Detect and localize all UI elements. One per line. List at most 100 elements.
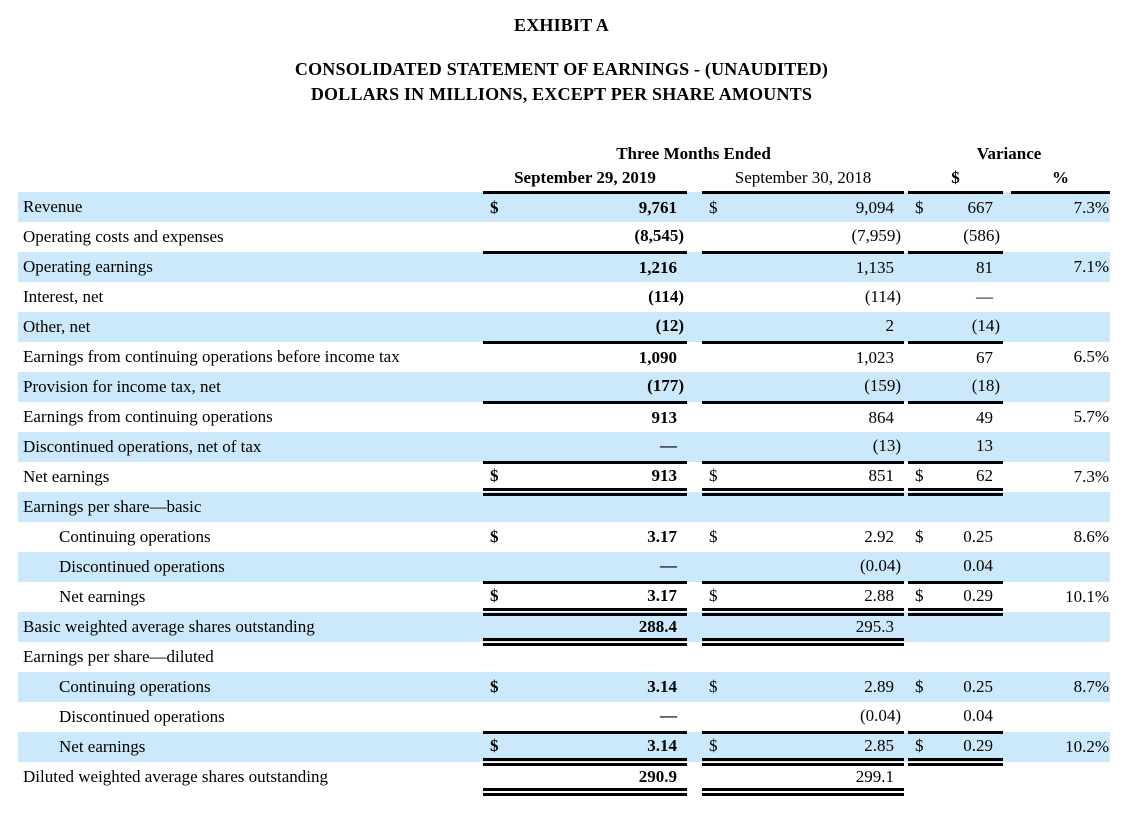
- value-2018: 2: [702, 312, 905, 344]
- value-variance-dollar: $0.25: [908, 672, 1004, 702]
- value-2019: —: [483, 552, 687, 584]
- dollar-sign: $: [915, 465, 924, 485]
- value-2018: $2.85: [702, 732, 905, 766]
- row-label: Continuing operations: [59, 527, 211, 546]
- value-2018: [702, 492, 905, 522]
- cell-value: 9,761: [638, 197, 677, 217]
- row-label: Operating earnings: [18, 252, 483, 282]
- table-row: Continuing operations $3.14 $2.89 $0.25 8.7%: [18, 672, 1111, 702]
- value-2018: (0.04): [702, 552, 905, 584]
- dollar-sign: $: [915, 527, 924, 546]
- column-gap: [1003, 312, 1012, 342]
- cell-value: (12): [655, 316, 684, 336]
- value-variance-percent: 8.6%: [1073, 527, 1110, 546]
- value-variance-dollar: $667: [908, 192, 1004, 222]
- table-row: Basic weighted average shares outstandin…: [18, 612, 1111, 646]
- column-gap: [1003, 372, 1012, 402]
- column-gap: [904, 372, 909, 402]
- cell-value: (159): [864, 376, 902, 396]
- column-header-variance-dollar: $: [908, 166, 1004, 194]
- column-gap: [1003, 462, 1011, 492]
- value-2018: 295.3: [702, 612, 905, 646]
- table-body: Revenue $9,761 $9,094 $667 7.3% Operating cos…: [18, 192, 1111, 796]
- value-2018: 1,135: [702, 252, 905, 282]
- column-gap: [1003, 672, 1012, 702]
- table-row: Earnings per share—basic: [18, 492, 1111, 522]
- column-gap: [687, 282, 702, 312]
- dollar-sign: $: [915, 585, 924, 605]
- value-2019: 288.4: [483, 612, 687, 646]
- cell-value: 3.17: [647, 527, 677, 546]
- value-2019: $3.14: [483, 732, 687, 766]
- document-header: EXHIBIT A CONSOLIDATED STATEMENT OF EARN…: [0, 0, 1123, 107]
- dollar-sign: $: [915, 677, 924, 696]
- value-2018: 299.1: [702, 762, 905, 796]
- dollar-sign: $: [490, 527, 499, 546]
- column-gap: [687, 432, 702, 462]
- group-header-row: Three Months Ended Variance: [18, 142, 1110, 166]
- column-gap: [687, 492, 702, 522]
- row-label: Earnings per share—basic: [18, 492, 483, 522]
- dollar-sign: $: [709, 465, 718, 485]
- value-2018: 864: [702, 402, 904, 432]
- row-label: Earnings from continuing operations befo…: [23, 347, 400, 366]
- value-2019: —: [483, 702, 687, 734]
- value-variance-dollar: [908, 492, 1004, 522]
- value-variance-percent: 7.3%: [1073, 467, 1110, 486]
- value-variance-dollar: $0.29: [908, 582, 1004, 616]
- value-2018: 1,023: [702, 342, 904, 372]
- column-gap: [1003, 192, 1012, 222]
- value-2018: $851: [702, 462, 905, 496]
- row-label: Earnings from continuing operations: [23, 407, 273, 426]
- cell-value: (114): [864, 287, 902, 306]
- column-gap: [687, 222, 702, 252]
- value-variance-percent: [1011, 372, 1111, 402]
- header-spacer: [18, 166, 483, 192]
- cell-value: —: [976, 287, 994, 306]
- row-label: Net earnings: [59, 587, 146, 606]
- cell-value: 1,023: [855, 347, 895, 367]
- column-gap: [687, 642, 702, 672]
- value-variance-dollar: 13: [908, 432, 1004, 464]
- value-variance-dollar: 0.04: [908, 702, 1004, 734]
- cell-value: 0.04: [963, 706, 994, 726]
- value-variance-dollar: 49: [908, 402, 1003, 432]
- value-2019: [483, 642, 687, 672]
- column-gap: [687, 552, 702, 582]
- value-variance-percent: 5.7%: [1073, 407, 1110, 426]
- column-gap: [1003, 642, 1011, 672]
- value-variance-percent: 6.5%: [1073, 347, 1110, 366]
- cell-value: 49: [976, 407, 994, 427]
- value-2019: $9,761: [483, 192, 687, 222]
- cell-value: 864: [868, 407, 895, 427]
- value-variance-percent: [1011, 612, 1111, 642]
- table-row: Operating costs and expenses (8,545) (7,95…: [18, 222, 1110, 254]
- cell-value: —: [660, 436, 677, 456]
- cell-value: (114): [648, 287, 684, 306]
- value-variance-dollar: [908, 642, 1003, 672]
- value-2018: (7,959): [702, 222, 905, 254]
- value-2019: 1,216: [483, 252, 687, 282]
- row-label: Diluted weighted average shares outstand…: [23, 767, 328, 786]
- cell-value: 913: [651, 407, 678, 427]
- value-variance-dollar: $62: [908, 462, 1004, 496]
- column-gap: [687, 312, 702, 342]
- row-label: Interest, net: [23, 287, 104, 306]
- column-gap: [904, 552, 909, 582]
- column-header-2018: September 30, 2018: [702, 166, 905, 194]
- earnings-table: Three Months Ended Variance September 29…: [18, 142, 1111, 796]
- row-label: Operating costs and expenses: [23, 227, 224, 246]
- value-2018: (114): [702, 282, 904, 312]
- column-gap: [1003, 282, 1011, 312]
- cell-value: 3.14: [647, 677, 677, 696]
- value-variance-dollar: [908, 612, 1004, 642]
- value-variance-percent: [1011, 642, 1110, 672]
- column-header-2019: September 29, 2019: [483, 166, 687, 194]
- column-gap: [687, 522, 702, 552]
- column-gap: [1003, 582, 1011, 612]
- column-header-row: September 29, 2019 September 30, 2018 $ …: [18, 166, 1111, 194]
- value-2019: $913: [483, 462, 687, 496]
- row-label: Discontinued operations: [59, 707, 225, 726]
- cell-value: 13: [976, 436, 994, 456]
- cell-value: (14): [971, 316, 1001, 336]
